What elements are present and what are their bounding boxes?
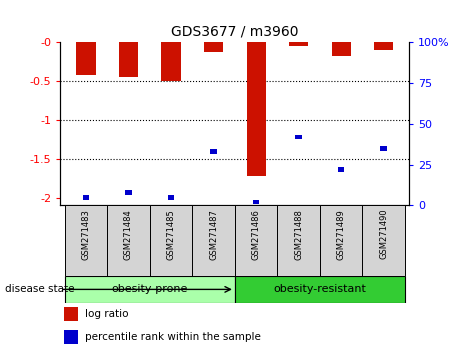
- Title: GDS3677 / m3960: GDS3677 / m3960: [171, 24, 299, 39]
- Bar: [204, 42, 223, 52]
- Bar: [119, 42, 138, 78]
- Bar: [235, 205, 277, 276]
- Text: GSM271487: GSM271487: [209, 209, 218, 260]
- Bar: [380, 146, 387, 151]
- Bar: [64, 307, 78, 321]
- Bar: [332, 42, 351, 56]
- Text: GSM271483: GSM271483: [81, 209, 91, 260]
- Bar: [295, 135, 302, 139]
- Bar: [83, 195, 89, 200]
- Text: GSM271490: GSM271490: [379, 209, 388, 259]
- Bar: [235, 276, 405, 303]
- Bar: [210, 149, 217, 154]
- Text: GSM271486: GSM271486: [252, 209, 260, 260]
- Bar: [65, 276, 235, 303]
- Bar: [107, 205, 150, 276]
- Text: log ratio: log ratio: [85, 309, 128, 319]
- Text: obesity-resistant: obesity-resistant: [273, 284, 366, 295]
- Text: GSM271488: GSM271488: [294, 209, 303, 260]
- Text: disease state: disease state: [5, 284, 74, 295]
- Text: percentile rank within the sample: percentile rank within the sample: [85, 332, 261, 342]
- Bar: [65, 205, 107, 276]
- Bar: [161, 42, 180, 81]
- Text: obesity-prone: obesity-prone: [112, 284, 188, 295]
- Bar: [168, 195, 174, 200]
- Text: GSM271489: GSM271489: [337, 209, 345, 259]
- Bar: [76, 42, 95, 75]
- Bar: [374, 42, 393, 50]
- Bar: [253, 200, 259, 204]
- Bar: [338, 167, 345, 172]
- Bar: [277, 205, 320, 276]
- Bar: [150, 205, 193, 276]
- Bar: [362, 205, 405, 276]
- Bar: [193, 205, 235, 276]
- Bar: [125, 190, 132, 195]
- Text: GSM271484: GSM271484: [124, 209, 133, 259]
- Bar: [246, 42, 266, 176]
- Bar: [320, 205, 362, 276]
- Bar: [64, 330, 78, 344]
- Text: GSM271485: GSM271485: [166, 209, 175, 259]
- Bar: [289, 42, 308, 46]
